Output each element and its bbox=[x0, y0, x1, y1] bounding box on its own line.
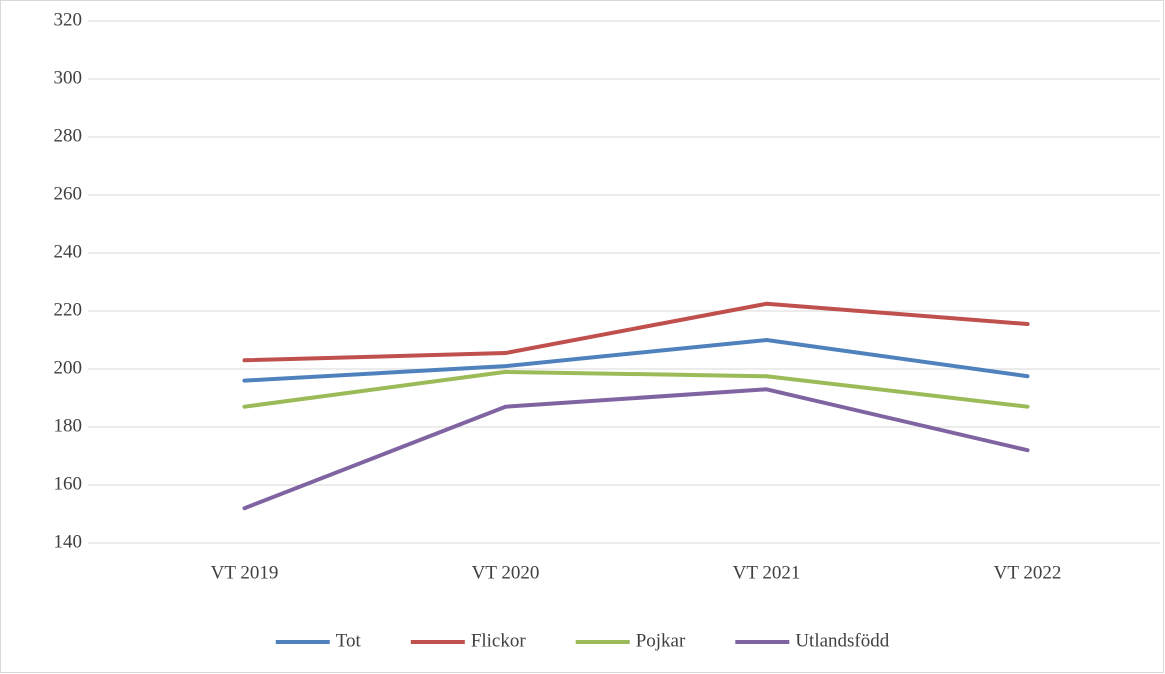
x-tick-label: VT 2019 bbox=[211, 562, 279, 583]
y-tick-label: 280 bbox=[54, 125, 83, 146]
y-tick-label: 240 bbox=[54, 241, 83, 262]
y-tick-label: 320 bbox=[54, 9, 83, 30]
legend-label: Tot bbox=[336, 630, 362, 651]
y-tick-label: 160 bbox=[54, 473, 83, 494]
y-tick-label: 260 bbox=[54, 183, 83, 204]
y-tick-label: 300 bbox=[54, 67, 83, 88]
x-tick-label: VT 2022 bbox=[994, 562, 1062, 583]
series-line bbox=[242, 301, 1030, 363]
y-tick-label: 200 bbox=[54, 357, 83, 378]
y-tick-label: 180 bbox=[54, 415, 83, 436]
y-tick-label: 140 bbox=[54, 531, 83, 552]
series-line bbox=[242, 338, 1030, 383]
legend-label: Pojkar bbox=[636, 630, 686, 651]
x-tick-label: VT 2021 bbox=[733, 562, 801, 583]
series-line bbox=[242, 369, 1030, 409]
legend-label: Utlandsfödd bbox=[795, 630, 889, 651]
y-tick-label: 220 bbox=[54, 299, 83, 320]
legend-label: Flickor bbox=[471, 630, 527, 651]
x-tick-label: VT 2020 bbox=[472, 562, 540, 583]
series-line bbox=[242, 387, 1030, 511]
